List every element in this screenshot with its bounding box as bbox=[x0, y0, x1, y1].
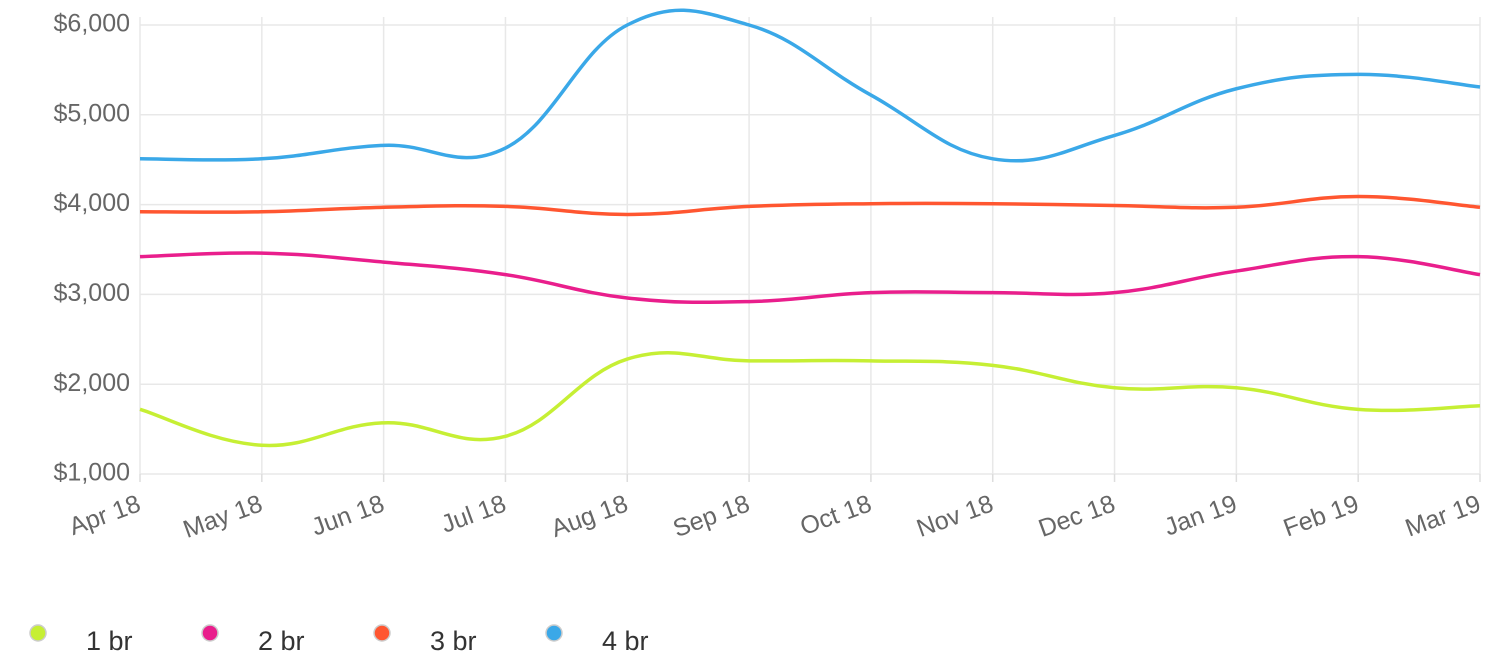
y-tick-label: $2,000 bbox=[54, 369, 130, 397]
y-tick-label: $3,000 bbox=[54, 279, 130, 307]
legend-label: 2 br bbox=[258, 626, 305, 656]
legend-marker bbox=[201, 624, 219, 642]
series-line bbox=[139, 350, 1481, 448]
x-tick-label: Apr 18 bbox=[66, 490, 145, 542]
x-tick-label: Dec 18 bbox=[1035, 490, 1119, 543]
x-tick-label: Jan 19 bbox=[1161, 490, 1241, 542]
x-tick-label: Mar 19 bbox=[1402, 490, 1485, 543]
y-tick-label: $5,000 bbox=[54, 99, 130, 127]
legend-label: 1 br bbox=[86, 626, 133, 656]
legend-marker bbox=[373, 624, 391, 642]
x-tick-label: Feb 19 bbox=[1280, 490, 1363, 543]
x-tick-label: Aug 18 bbox=[548, 490, 632, 543]
legend-label: 3 br bbox=[430, 626, 477, 656]
x-tick-label: Sep 18 bbox=[669, 490, 753, 543]
series-line bbox=[139, 194, 1481, 217]
legend-marker bbox=[29, 624, 47, 642]
series-line bbox=[139, 251, 1481, 305]
series-line bbox=[139, 8, 1481, 163]
x-tick-label: Nov 18 bbox=[913, 490, 997, 543]
x-tick-label: Jun 18 bbox=[308, 490, 388, 542]
legend-label: 4 br bbox=[602, 626, 649, 656]
x-tick-label: Oct 18 bbox=[796, 490, 875, 542]
x-tick-label: Jul 18 bbox=[437, 490, 509, 539]
y-tick-label: $6,000 bbox=[54, 10, 130, 38]
y-tick-label: $1,000 bbox=[54, 459, 130, 487]
x-tick-label: May 18 bbox=[180, 490, 267, 544]
legend-marker bbox=[545, 624, 563, 642]
y-tick-label: $4,000 bbox=[54, 189, 130, 217]
